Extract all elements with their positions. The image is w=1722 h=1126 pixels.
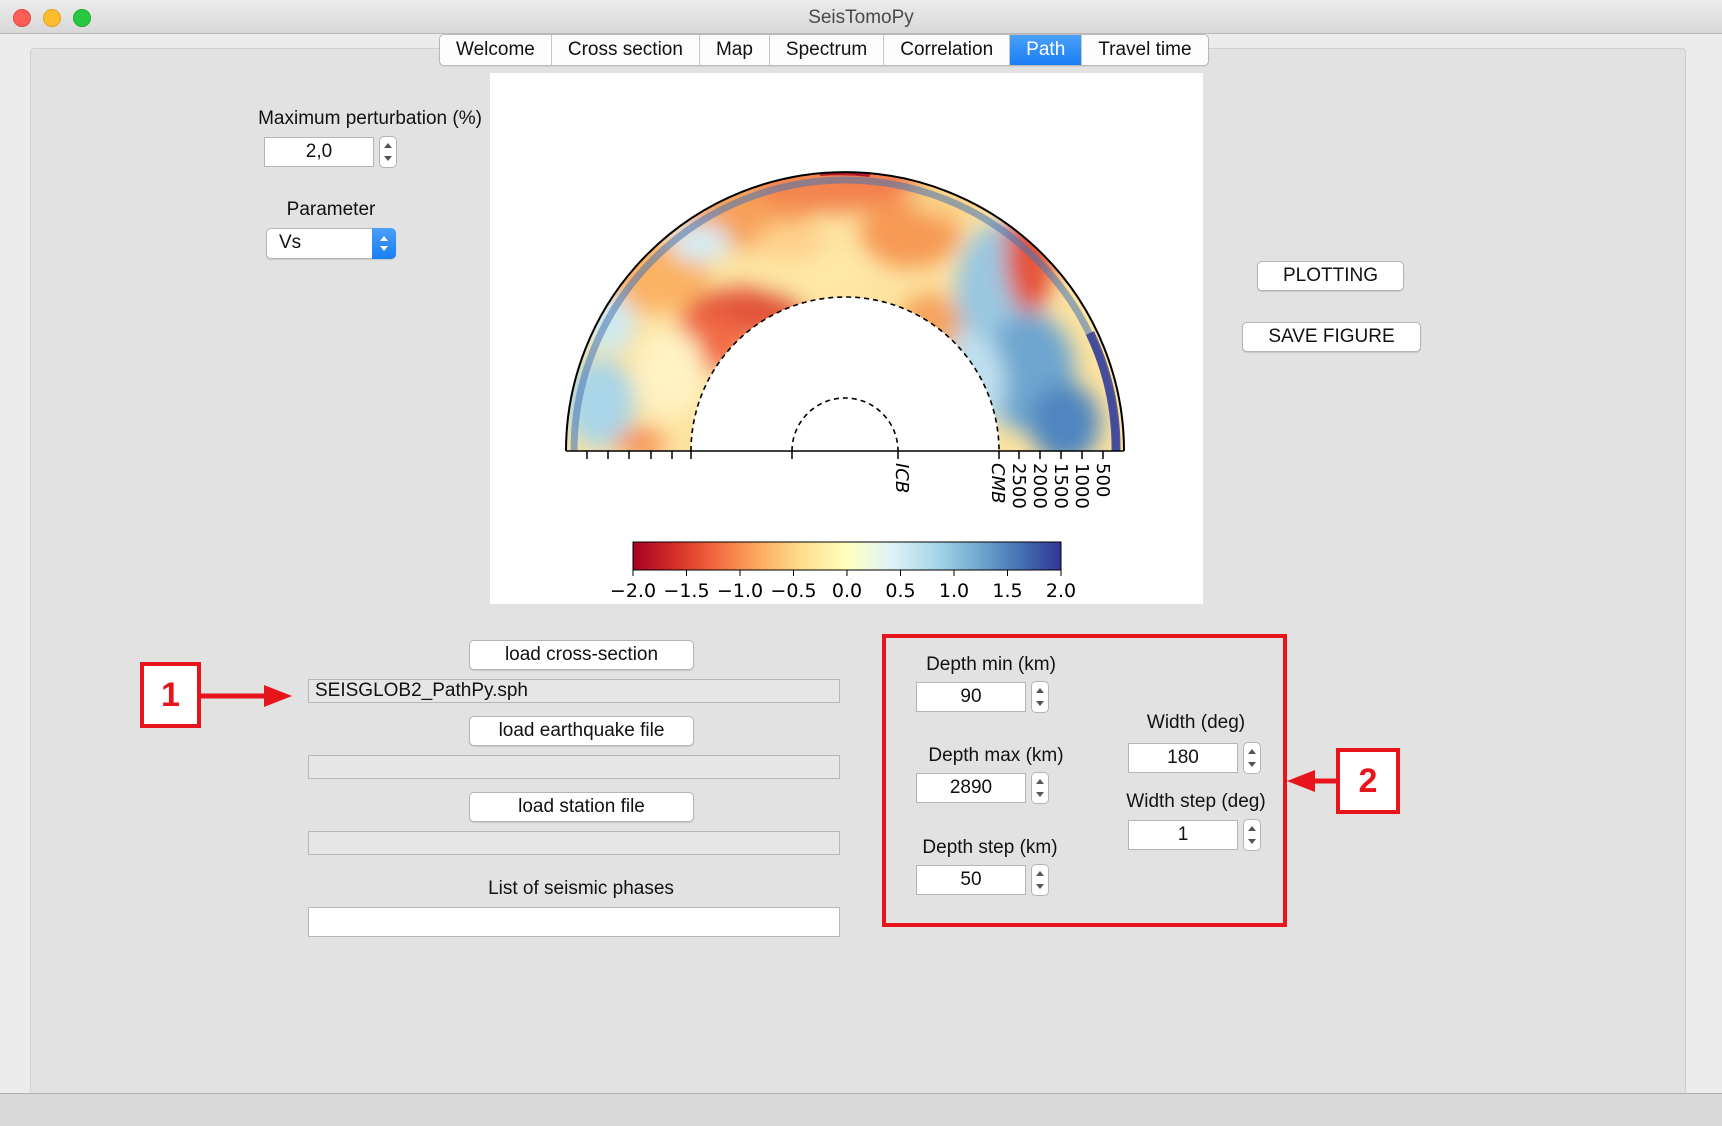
colorbar-tick-label: −0.5 — [770, 580, 816, 602]
save-figure-button[interactable]: SAVE FIGURE — [1242, 322, 1421, 352]
width-step-label: Width step (deg) — [1126, 791, 1266, 812]
depth-max-input[interactable]: 2890 — [916, 773, 1026, 803]
parameter-select-value: Vs — [279, 232, 302, 253]
colorbar-tick-label: −1.0 — [717, 580, 763, 602]
tab-spectrum[interactable]: Spectrum — [770, 35, 885, 65]
annotation-arrow-1 — [200, 685, 292, 707]
colorbar-tick-label: 0.0 — [832, 580, 862, 602]
depth-step-stepper[interactable] — [1031, 864, 1049, 896]
icb-outline — [791, 397, 899, 452]
path-figure: ICB CMB 2500 2000 1500 1000 500 −2.0 −1.5… — [490, 73, 1203, 604]
tick-label-500: 500 — [1092, 463, 1113, 497]
mantle-heatmap — [566, 172, 1124, 452]
depth-max-label: Depth max (km) — [928, 745, 1064, 766]
icb-label: ICB — [891, 463, 912, 493]
depth-min-label: Depth min (km) — [926, 654, 1056, 675]
cross-section-file-field[interactable]: SEISGLOB2_PathPy.sph — [308, 679, 840, 703]
width-step-input[interactable]: 1 — [1128, 820, 1238, 850]
parameter-label: Parameter — [286, 199, 376, 220]
colorbar-tick-label: 1.0 — [939, 580, 969, 602]
tab-correlation[interactable]: Correlation — [884, 35, 1011, 65]
depth-max-stepper[interactable] — [1031, 772, 1049, 804]
colorbar-tick-label: 2.0 — [1046, 580, 1076, 602]
tab-map[interactable]: Map — [700, 35, 770, 65]
width-stepper[interactable] — [1243, 742, 1261, 774]
tick-label-1500: 1500 — [1050, 463, 1071, 509]
tick-label-2500: 2500 — [1008, 463, 1029, 509]
window-bottom-bar — [0, 1093, 1722, 1126]
zoom-window-button[interactable] — [73, 9, 91, 27]
tab-path[interactable]: Path — [1010, 35, 1083, 65]
tick-label-2000: 2000 — [1029, 463, 1050, 509]
colorbar-ticks — [632, 570, 1062, 576]
tab-travel-time[interactable]: Travel time — [1098, 39, 1192, 60]
depth-step-label: Depth step (km) — [922, 837, 1058, 858]
depth-min-stepper[interactable] — [1031, 681, 1049, 713]
width-input[interactable]: 180 — [1128, 743, 1238, 773]
cmb-outline — [690, 296, 1000, 452]
max-perturbation-input[interactable]: 2,0 — [264, 137, 374, 167]
title-bar: SeisTomoPy — [0, 0, 1722, 34]
annotation-arrow-2 — [1287, 770, 1337, 792]
max-perturbation-label: Maximum perturbation (%) — [258, 108, 482, 129]
parameter-select[interactable]: Vs — [266, 228, 396, 259]
load-earthquake-file-button[interactable]: load earthquake file — [469, 716, 694, 746]
colorbar-tick-label: 0.5 — [885, 580, 915, 602]
minimize-window-button[interactable] — [43, 9, 61, 27]
depth-width-highlight-frame — [882, 634, 1287, 927]
station-file-field[interactable] — [308, 831, 840, 855]
depth-ticks — [586, 451, 1104, 459]
colorbar — [632, 541, 1062, 571]
load-cross-section-button[interactable]: load cross-section — [469, 640, 694, 670]
tab-bar: Welcome Cross section Map Spectrum Corre… — [439, 34, 1209, 66]
plotting-button[interactable]: PLOTTING — [1257, 261, 1404, 291]
earthquake-file-field[interactable] — [308, 755, 840, 779]
load-station-file-button[interactable]: load station file — [469, 792, 694, 822]
colorbar-tick-label: 1.5 — [992, 580, 1022, 602]
depth-min-input[interactable]: 90 — [916, 682, 1026, 712]
chevron-updown-icon — [372, 228, 396, 259]
annotation-marker-2: 2 — [1336, 748, 1400, 814]
tab-welcome[interactable]: Welcome — [440, 35, 552, 65]
tab-cross-section[interactable]: Cross section — [552, 35, 700, 65]
annotation-marker-1: 1 — [140, 662, 201, 728]
max-perturbation-stepper[interactable] — [379, 136, 397, 168]
cross-section-plot: ICB CMB 2500 2000 1500 1000 500 −2.0 −1.5… — [565, 171, 1125, 602]
colorbar-tick-labels: −2.0 −1.5 −1.0 −0.5 0.0 0.5 1.0 1.5 2.0 — [610, 580, 1076, 602]
window-title: SeisTomoPy — [808, 7, 914, 28]
tick-label-1000: 1000 — [1071, 463, 1092, 509]
close-window-button[interactable] — [13, 9, 31, 27]
colorbar-tick-label: −2.0 — [610, 580, 656, 602]
seismic-phases-input[interactable] — [308, 907, 840, 937]
surface-outline — [565, 171, 1125, 452]
colorbar-tick-label: −1.5 — [663, 580, 709, 602]
depth-step-input[interactable]: 50 — [916, 865, 1026, 895]
cmb-label: CMB — [987, 463, 1008, 503]
width-label: Width (deg) — [1146, 712, 1246, 733]
width-step-stepper[interactable] — [1243, 819, 1261, 851]
seismic-phases-label: List of seismic phases — [488, 878, 674, 899]
